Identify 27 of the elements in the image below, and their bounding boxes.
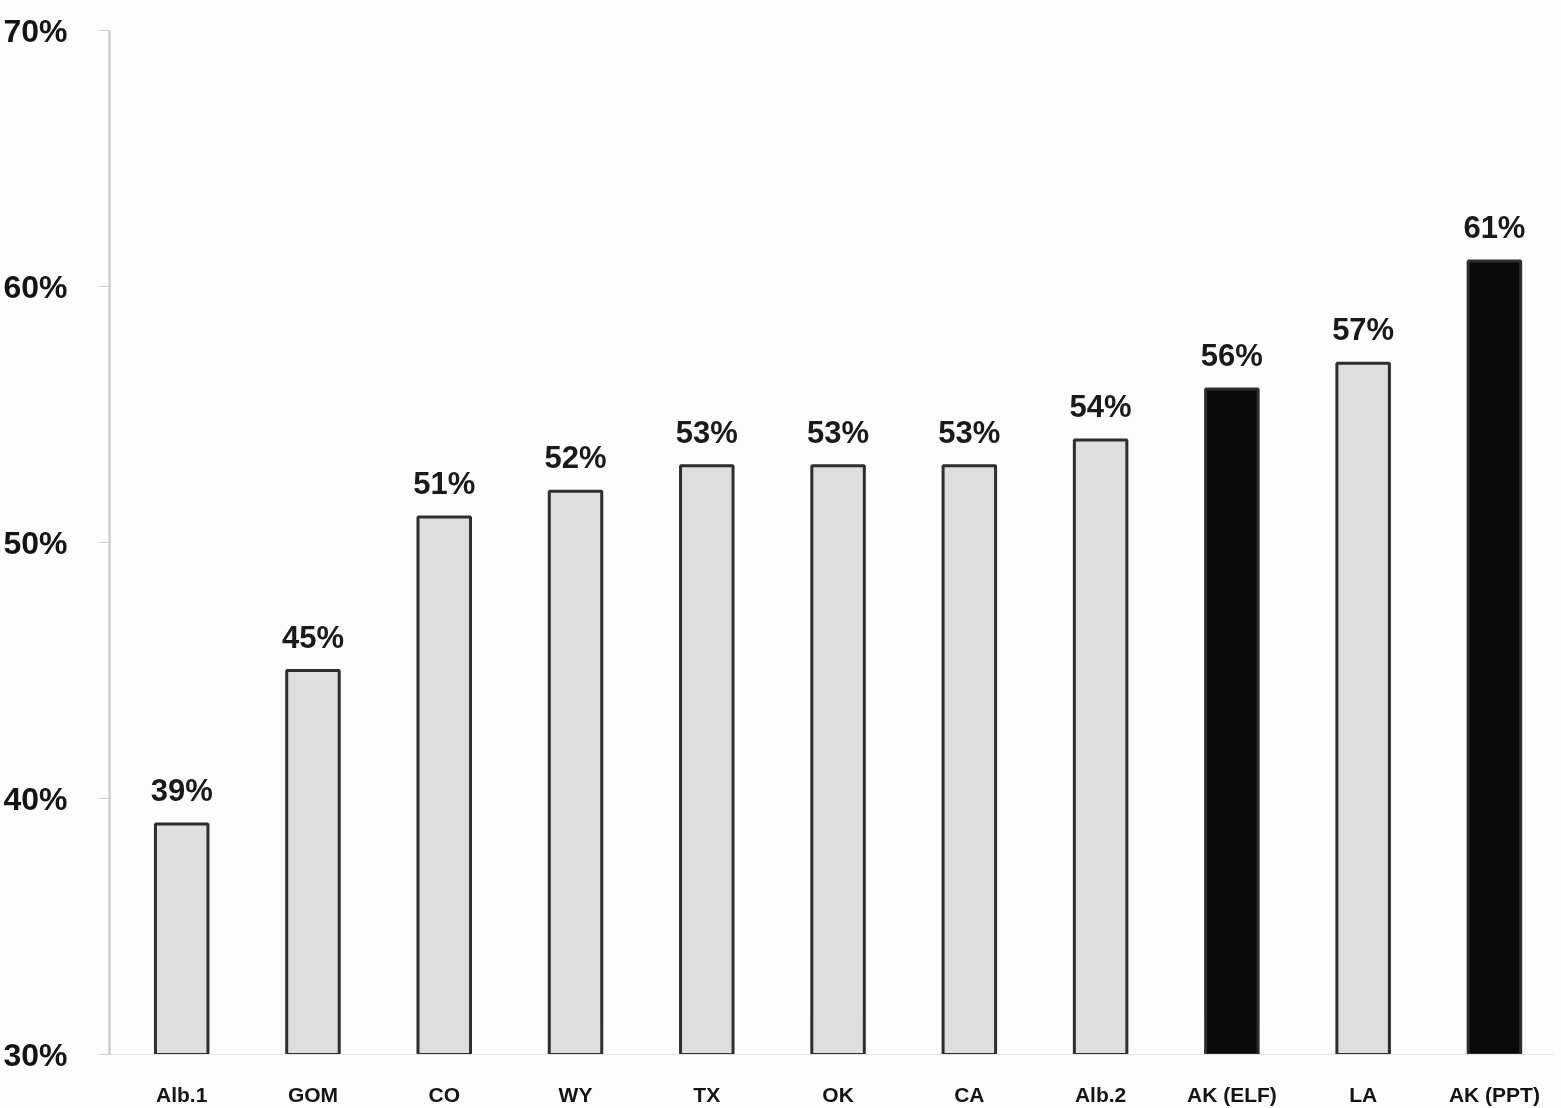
- x-tick-label: OK: [822, 1082, 854, 1106]
- x-tick-label: CO: [428, 1082, 460, 1106]
- y-tick-label: 40%: [3, 780, 68, 817]
- x-tick-label: GOM: [287, 1082, 339, 1106]
- x-tick-label: WY: [558, 1082, 593, 1106]
- data-label: 45%: [281, 619, 344, 655]
- x-tick-label: LA: [1349, 1082, 1378, 1106]
- y-tick-label: 70%: [3, 12, 68, 49]
- y-tick-label: 60%: [3, 268, 68, 305]
- x-tick-label: Alb.1: [156, 1082, 208, 1106]
- data-label: 54%: [1069, 389, 1132, 425]
- data-label: 39%: [150, 773, 213, 809]
- x-tick-label: CA: [954, 1082, 985, 1106]
- x-tick-label: TX: [693, 1082, 721, 1106]
- y-tick-label: 50%: [3, 524, 68, 561]
- data-label: 53%: [807, 414, 870, 450]
- data-label: 61%: [1463, 209, 1526, 245]
- x-tick-label: AK (ELF): [1186, 1082, 1277, 1106]
- y-tick-label: 30%: [3, 1036, 68, 1073]
- data-label: 53%: [675, 414, 738, 450]
- data-label: 53%: [938, 414, 1001, 450]
- data-label: 52%: [544, 440, 607, 476]
- data-label: 51%: [413, 465, 476, 501]
- data-label: 56%: [1200, 337, 1263, 373]
- x-tick-label: AK (PPT): [1448, 1082, 1540, 1106]
- data-label: 57%: [1332, 312, 1395, 348]
- x-tick-label: Alb.2: [1074, 1082, 1127, 1106]
